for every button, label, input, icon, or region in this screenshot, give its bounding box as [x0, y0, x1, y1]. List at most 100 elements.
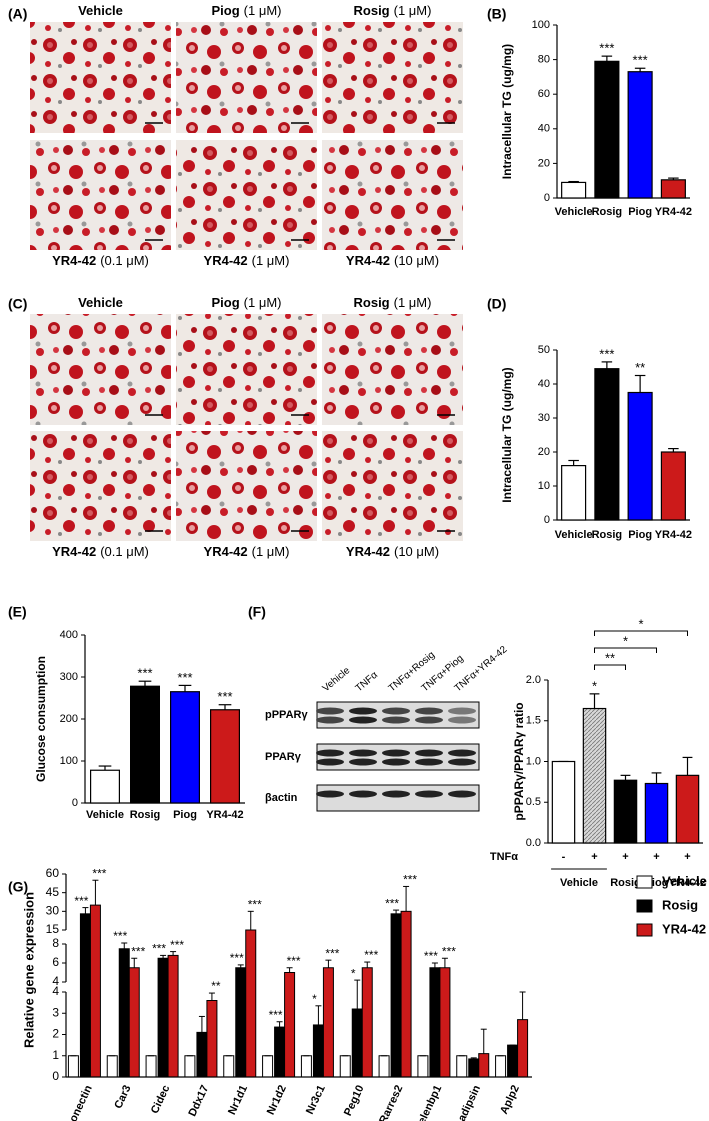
y-tick-label: 4 — [52, 984, 59, 998]
bar — [167, 954, 179, 1078]
significance: *** — [137, 666, 152, 681]
blot-band — [415, 716, 443, 724]
image-caption: Vehicle — [78, 295, 123, 310]
bar — [390, 913, 402, 1078]
x-tick-label: Peg10 — [342, 1083, 367, 1117]
bar — [517, 1019, 529, 1078]
caption-name: Piog — [212, 3, 240, 18]
bar — [561, 465, 587, 521]
blot-band — [382, 790, 410, 798]
micrograph — [176, 431, 317, 541]
bar — [456, 1055, 468, 1078]
significance: * — [351, 966, 356, 980]
y-tick-label: 8 — [52, 936, 59, 950]
lane-label: TNFα+YR4-42 — [453, 644, 510, 694]
image-caption: YR4-42 (10 μM) — [346, 253, 439, 268]
blot-strip — [316, 743, 480, 771]
bar — [468, 1058, 480, 1078]
bar — [644, 782, 669, 844]
significance: *** — [92, 866, 106, 880]
x-tick-label: YR4-42 — [655, 529, 692, 541]
x-tick-label: Ddx17 — [186, 1083, 211, 1118]
image-caption: YR4-42 (0.1 μM) — [52, 544, 149, 559]
x-tick-label: Selenbp1 — [413, 1083, 445, 1121]
y-tick-label: 1.0 — [526, 755, 541, 767]
bar — [235, 967, 247, 1078]
caption-dose: (1 μM) — [394, 295, 432, 310]
caption-name: YR4-42 — [52, 544, 96, 559]
micrograph — [30, 314, 171, 425]
blot-band — [349, 707, 377, 715]
caption-name: Rosig — [354, 295, 390, 310]
y-tick-label: 20 — [538, 446, 550, 458]
blot-band — [382, 758, 410, 766]
row-value: + — [653, 851, 659, 863]
y-tick-label: 0.0 — [526, 837, 541, 849]
bar — [170, 691, 201, 804]
significance: * — [592, 678, 597, 693]
y-tick-label: 60 — [538, 88, 550, 100]
caption-dose: (0.1 μM) — [100, 253, 149, 268]
significance: *** — [424, 949, 438, 963]
significance: ** — [211, 979, 221, 993]
bar — [89, 769, 120, 804]
caption-dose: (1 μM) — [244, 295, 282, 310]
micrograph — [176, 22, 317, 133]
bar — [106, 1055, 118, 1078]
bar — [660, 179, 686, 199]
comparison-label: * — [638, 616, 643, 631]
bar — [495, 1055, 507, 1078]
y-tick-label: 4 — [52, 974, 59, 988]
panel-label: (A) — [8, 6, 27, 22]
y-tick-label: 80 — [538, 54, 550, 66]
blot-band — [316, 716, 344, 724]
bar — [128, 967, 140, 1078]
significance: ** — [635, 360, 645, 375]
y-tick-label: 400 — [60, 629, 78, 641]
bar — [627, 391, 653, 521]
bar — [145, 1055, 157, 1078]
bar — [300, 1055, 312, 1078]
bar — [157, 957, 169, 1078]
legend-label: Vehicle — [662, 873, 707, 888]
legend-swatch — [636, 899, 653, 913]
axis-line — [556, 25, 690, 199]
panel-label: (C) — [8, 296, 27, 312]
significance: *** — [364, 948, 378, 962]
row-value: + — [622, 851, 628, 863]
bar — [378, 1055, 390, 1078]
protein-label: pPPARγ — [265, 709, 308, 721]
y-tick-label: 50 — [538, 344, 550, 356]
bar — [594, 368, 620, 521]
blot-band — [349, 758, 377, 766]
y-tick-label: 0.5 — [526, 796, 541, 808]
significance: *** — [599, 41, 614, 56]
blot-band — [448, 790, 476, 798]
x-tick-label: Cidec — [149, 1083, 173, 1115]
bar — [210, 709, 241, 804]
x-tick-label: Rosig — [592, 206, 623, 218]
caption-name: YR4-42 — [52, 253, 96, 268]
image-caption: YR4-42 (1 μM) — [204, 253, 290, 268]
micrograph — [30, 431, 171, 541]
y-tick-label: 30 — [538, 412, 550, 424]
y-tick-label: 1 — [52, 1048, 59, 1062]
row-value: + — [591, 851, 597, 863]
bar — [79, 913, 91, 1078]
caption-name: YR4-42 — [346, 544, 390, 559]
blot-band — [316, 758, 344, 766]
caption-dose: (1 μM) — [252, 253, 290, 268]
bar — [675, 774, 700, 844]
significance: *** — [287, 954, 301, 968]
protein-label: PPARγ — [265, 751, 302, 763]
x-tick-label: YR4-42 — [669, 877, 706, 889]
bar — [206, 1000, 218, 1078]
y-tick-label: 1.5 — [526, 715, 541, 727]
comparison-label: ** — [605, 650, 615, 665]
micrograph — [30, 22, 171, 133]
x-tick-label: Nr1d1 — [226, 1083, 250, 1116]
blot-band — [349, 716, 377, 724]
protein-label: βactin — [265, 792, 298, 804]
micrograph — [322, 22, 463, 133]
